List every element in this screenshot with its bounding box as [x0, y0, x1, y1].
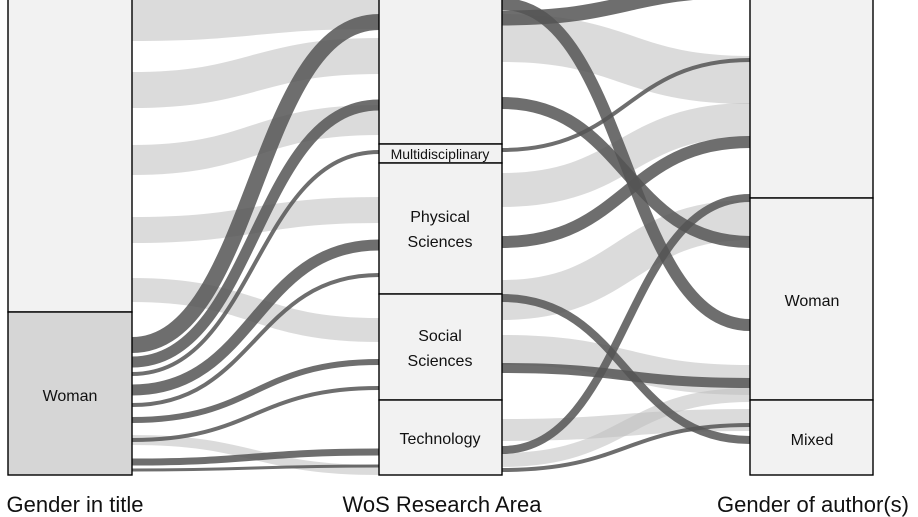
- flow-band: [131, 273, 380, 407]
- axis-title-middle: WoS Research Area: [343, 492, 543, 517]
- flow-band: [131, 14, 380, 353]
- axis-title-right: Gender of author(s): [717, 492, 909, 517]
- flow-band: [131, 38, 380, 108]
- flow-band: [501, 388, 751, 467]
- flow-band: [131, 386, 380, 442]
- flow-band: [501, 0, 751, 331]
- flow-band: [501, 14, 751, 104]
- flow-band: [131, 448, 380, 466]
- node-label-woman-left: Woman: [43, 388, 98, 405]
- node-label-multidisciplinary: Multidisciplinary: [391, 146, 490, 162]
- flow-band: [501, 136, 751, 248]
- flow-band: [131, 150, 380, 376]
- node-right-mixed: [749, 399, 874, 476]
- flow-band: [501, 294, 751, 444]
- node-label-woman-right: Woman: [785, 293, 840, 310]
- node-label-mixed: Mixed: [791, 432, 834, 449]
- flow-band: [131, 105, 380, 175]
- flow-band: [131, 0, 380, 41]
- node-mid-top: [378, 0, 503, 145]
- flow-band: [131, 239, 380, 396]
- node-label-social-2: Sciences: [408, 353, 473, 370]
- node-technology: [378, 399, 503, 476]
- flow-band: [131, 359, 380, 423]
- flow-band: [501, 363, 751, 388]
- node-label-social-1: Social: [418, 328, 462, 345]
- node-physical-sciences: [378, 162, 503, 295]
- node-label-physical-2: Sciences: [408, 234, 473, 251]
- axis-title-left: Gender in title: [7, 492, 144, 517]
- node-right-woman: [749, 197, 874, 401]
- middle-column: Multidisciplinary Physical Sciences Soci…: [378, 0, 503, 476]
- flow-band: [501, 58, 751, 152]
- flow-band: [501, 200, 751, 320]
- flow-band: [501, 423, 751, 472]
- node-right-other: [749, 0, 874, 199]
- node-left-other: [7, 0, 133, 313]
- flow-band: [501, 194, 751, 454]
- node-label-technology: Technology: [400, 431, 481, 448]
- flow-band: [131, 197, 380, 243]
- right-column: Woman Mixed: [749, 0, 874, 476]
- left-column: Woman: [7, 0, 133, 476]
- flow-band: [131, 99, 380, 368]
- node-label-physical-1: Physical: [410, 209, 470, 226]
- node-left-woman: [7, 311, 133, 476]
- flow-band: [131, 464, 380, 472]
- flows-dark: [131, 0, 751, 472]
- node-social-sciences: [378, 293, 503, 401]
